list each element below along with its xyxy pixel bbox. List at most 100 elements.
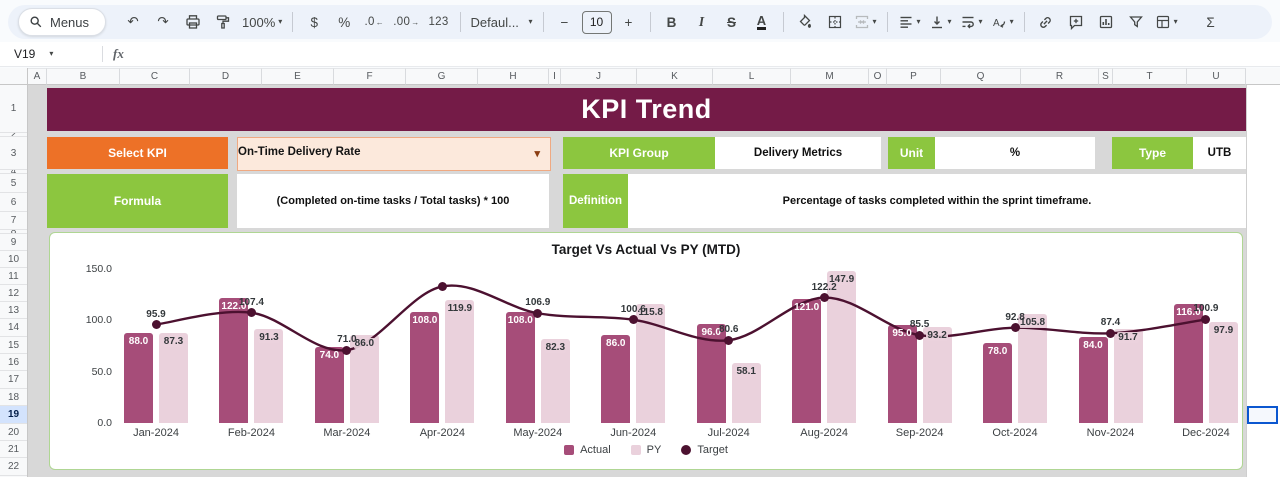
actual-bar: [410, 312, 440, 423]
row-header-11[interactable]: 11: [0, 268, 27, 285]
row-header-22[interactable]: 22: [0, 458, 27, 476]
type-value-cell[interactable]: UTB: [1193, 137, 1246, 169]
column-header-E[interactable]: E: [262, 68, 334, 85]
row-header-8[interactable]: 8: [0, 230, 27, 234]
insert-chart-button[interactable]: [1091, 9, 1121, 35]
target-label: 71.0: [337, 334, 357, 346]
kpi-chart[interactable]: Target Vs Actual Vs PY (MTD) 0.0 50.0 100.…: [49, 232, 1243, 470]
column-header-U[interactable]: U: [1187, 68, 1246, 85]
row-header-14[interactable]: 14: [0, 319, 27, 337]
select-all-corner[interactable]: [0, 68, 28, 85]
row-header-6[interactable]: 6: [0, 193, 27, 212]
redo-button[interactable]: ↷: [148, 9, 178, 35]
row-header-21[interactable]: 21: [0, 441, 27, 458]
row-header-7[interactable]: 7: [0, 212, 27, 230]
column-header-Q[interactable]: Q: [941, 68, 1021, 85]
row-header-13[interactable]: 13: [0, 302, 27, 319]
legend-label: Actual: [580, 444, 611, 456]
column-header-P[interactable]: P: [887, 68, 941, 85]
legend-label: Target: [697, 444, 728, 456]
row-header-18[interactable]: 18: [0, 389, 27, 406]
menus-button[interactable]: Menus: [18, 8, 107, 36]
text-color-button[interactable]: A: [747, 9, 777, 35]
increase-font-size-button[interactable]: +: [614, 9, 644, 35]
row-header-3[interactable]: 3: [0, 137, 27, 170]
x-axis-label: Oct-2024: [992, 427, 1038, 439]
text-wrap-button[interactable]: ▾: [956, 9, 987, 35]
insert-link-button[interactable]: [1031, 9, 1061, 35]
row-header-1[interactable]: 1: [0, 85, 27, 133]
column-header-I[interactable]: I: [549, 68, 561, 85]
kpi-dropdown[interactable]: On-Time Delivery Rate ▾: [237, 137, 551, 171]
arrow-right-icon: →: [411, 17, 420, 27]
row-header-9[interactable]: 9: [0, 234, 27, 251]
chevron-down-icon: ▾: [49, 49, 54, 58]
row-header-5[interactable]: 5: [0, 174, 27, 193]
zoom-select[interactable]: 100% ▾: [238, 9, 286, 35]
increase-decimal-button[interactable]: .00 →: [389, 9, 423, 35]
py-bar: [540, 338, 570, 423]
column-header-C[interactable]: C: [120, 68, 190, 85]
column-header-D[interactable]: D: [190, 68, 262, 85]
definition-value-cell[interactable]: Percentage of tasks completed within the…: [628, 174, 1246, 228]
strikethrough-button[interactable]: S: [717, 9, 747, 35]
legend-item: Target: [681, 444, 728, 456]
row-header-20[interactable]: 20: [0, 424, 27, 441]
formula-value-cell[interactable]: (Completed on-time tasks / Total tasks) …: [237, 174, 549, 228]
column-header-S[interactable]: S: [1099, 68, 1113, 85]
column-header-A[interactable]: A: [28, 68, 47, 85]
fill-color-button[interactable]: [790, 9, 820, 35]
row-header-15[interactable]: 15: [0, 337, 27, 354]
column-header-T[interactable]: T: [1113, 68, 1187, 85]
column-header-K[interactable]: K: [637, 68, 713, 85]
row-header-12[interactable]: 12: [0, 285, 27, 302]
row-header-10[interactable]: 10: [0, 251, 27, 268]
text-rotation-button[interactable]: A ▾: [987, 9, 1018, 35]
legend-swatch: [681, 445, 692, 455]
merge-cells-button[interactable]: ▾: [850, 9, 881, 35]
decrease-decimal-button[interactable]: .0 ←: [359, 9, 389, 35]
font-size-input[interactable]: 10: [581, 10, 612, 34]
undo-button[interactable]: ↶: [118, 9, 148, 35]
column-header-J[interactable]: J: [561, 68, 637, 85]
unit-label-text: Unit: [899, 146, 924, 160]
column-header-O[interactable]: O: [869, 68, 887, 85]
row-header-19[interactable]: 19: [0, 406, 27, 424]
kpi-group-value-cell[interactable]: Delivery Metrics: [715, 137, 881, 169]
row-header-16[interactable]: 16: [0, 354, 27, 371]
functions-button[interactable]: Σ: [1196, 9, 1226, 35]
decrease-font-size-button[interactable]: −: [550, 9, 580, 35]
actual-bar: [983, 342, 1013, 423]
column-header-B[interactable]: B: [47, 68, 120, 85]
row-header-17[interactable]: 17: [0, 371, 27, 389]
column-header-R[interactable]: R: [1021, 68, 1099, 85]
font-family-select[interactable]: Defaul... ▾: [467, 9, 537, 35]
vertical-align-button[interactable]: ▾: [925, 9, 956, 35]
table-views-button[interactable]: ▾: [1151, 9, 1182, 35]
more-formats-button[interactable]: 123: [424, 9, 454, 35]
column-header-M[interactable]: M: [791, 68, 869, 85]
actual-bar-label: 74.0: [319, 350, 340, 362]
horizontal-align-button[interactable]: ▾: [894, 9, 925, 35]
print-button[interactable]: [178, 9, 208, 35]
paint-format-button[interactable]: [208, 9, 238, 35]
actual-bar-label: 84.0: [1083, 339, 1103, 351]
row-header-2[interactable]: 2: [0, 133, 27, 137]
column-header-L[interactable]: L: [713, 68, 791, 85]
name-box[interactable]: V19 ▾: [0, 47, 92, 61]
create-filter-button[interactable]: [1121, 9, 1151, 35]
column-header-G[interactable]: G: [406, 68, 478, 85]
format-percent-button[interactable]: %: [329, 9, 359, 35]
italic-button[interactable]: I: [687, 9, 717, 35]
sheet-unfilled-area[interactable]: [1246, 85, 1280, 477]
column-header-F[interactable]: F: [334, 68, 406, 85]
insert-comment-button[interactable]: [1061, 9, 1091, 35]
unit-value-cell[interactable]: %: [935, 137, 1095, 169]
py-bar-label: 97.9: [1212, 325, 1235, 337]
x-axis-label: Jun-2024: [610, 427, 657, 439]
column-header-H[interactable]: H: [478, 68, 549, 85]
bold-button[interactable]: B: [657, 9, 687, 35]
format-currency-button[interactable]: $: [299, 9, 329, 35]
borders-button[interactable]: [820, 9, 850, 35]
row-header-4[interactable]: 4: [0, 170, 27, 174]
